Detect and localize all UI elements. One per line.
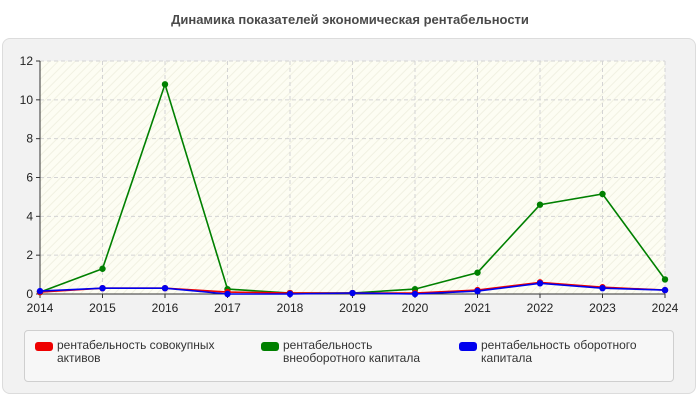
series-3-point — [224, 290, 231, 298]
y-tick-label: 4 — [26, 209, 33, 223]
legend-swatch-blue — [459, 342, 477, 351]
series-2-point — [99, 265, 106, 272]
y-tick-label: 10 — [20, 93, 34, 107]
legend: рентабельность совокупных активов рентаб… — [24, 330, 674, 382]
legend-swatch-green — [261, 342, 279, 351]
series-3-point — [99, 284, 106, 292]
series-2-point — [474, 269, 481, 276]
series-3-point — [161, 284, 169, 292]
legend-label: рентабельность оборотного капитала — [481, 338, 637, 365]
x-tick-label: 2015 — [89, 301, 116, 315]
grid-lines — [40, 60, 666, 294]
y-tick-label: 2 — [26, 248, 33, 262]
series-3-point — [536, 280, 544, 287]
x-tick-label: 2017 — [214, 301, 241, 315]
series-3-point — [599, 284, 606, 292]
series-2-point — [661, 276, 669, 283]
series-3-point — [286, 290, 294, 298]
y-tick-label: 8 — [26, 132, 33, 146]
legend-item-series-3: рентабельность оборотного капитала — [459, 339, 656, 365]
series-3-point — [36, 287, 44, 295]
x-tick-label: 2024 — [652, 301, 679, 315]
x-tick-label: 2021 — [464, 301, 491, 315]
axes: 0 2 4 6 8 10 12 2014 2015 2016 2017 2018 2019 2020 202… — [20, 54, 679, 315]
series-3-point — [411, 290, 419, 298]
chart-title: Динамика показателей экономическая рента… — [171, 12, 529, 27]
x-tick-label: 2023 — [589, 301, 616, 315]
legend-label: рентабельность внеоборотного капитала — [283, 338, 420, 365]
series-2-point — [536, 201, 544, 208]
series-group — [36, 81, 669, 298]
x-tick-label: 2022 — [527, 301, 554, 315]
y-tick-label: 0 — [26, 287, 33, 301]
legend-label: рентабельность совокупных активов — [57, 338, 215, 365]
series-2-point — [599, 190, 606, 198]
series-2-point — [161, 81, 169, 88]
x-tick-label: 2019 — [339, 301, 366, 315]
line-chart: 0 2 4 6 8 10 12 2014 2015 2016 2017 2018 2019 2020 202… — [20, 54, 679, 315]
x-tick-label: 2018 — [277, 301, 304, 315]
x-tick-label: 2020 — [402, 301, 429, 315]
legend-item-series-2: рентабельность внеоборотного капитала — [261, 339, 458, 365]
x-tick-label: 2014 — [27, 301, 54, 315]
series-3-point — [349, 289, 356, 297]
legend-swatch-red — [35, 342, 53, 351]
y-tick-label: 12 — [20, 54, 34, 68]
x-tick-label: 2016 — [152, 301, 179, 315]
series-3-point — [661, 286, 669, 294]
y-tick-label: 6 — [26, 171, 33, 185]
legend-item-series-1: рентабельность совокупных активов — [35, 339, 232, 365]
series-3-point — [474, 287, 481, 295]
